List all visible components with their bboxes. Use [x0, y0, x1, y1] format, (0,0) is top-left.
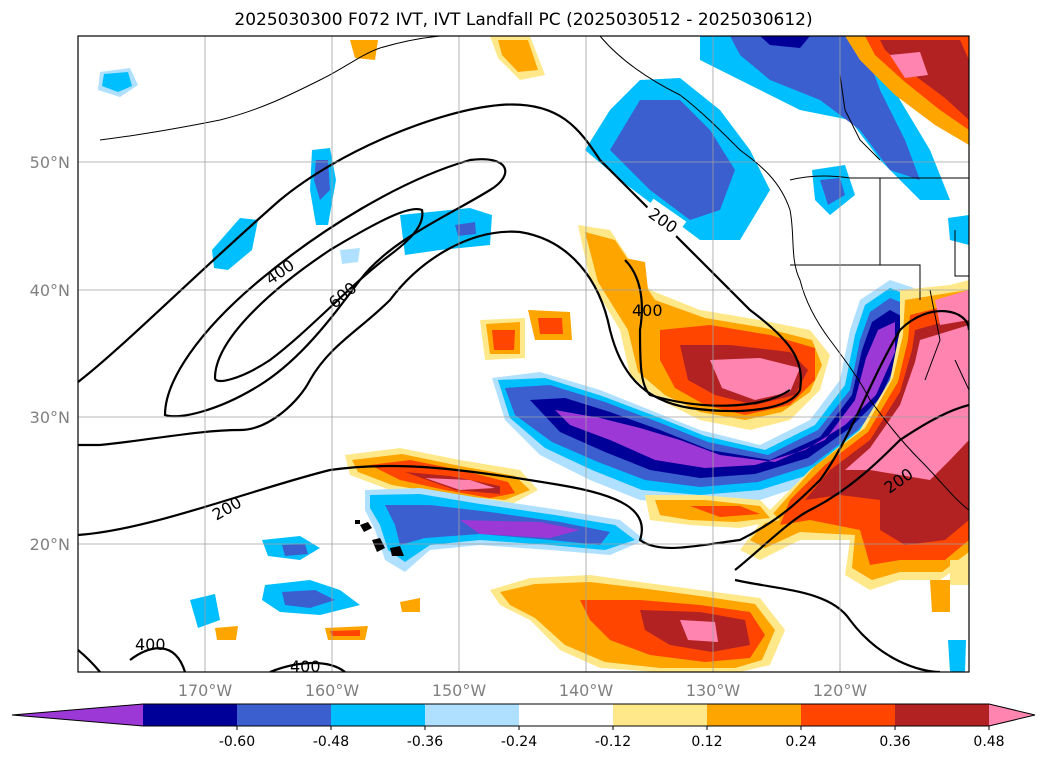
ivt-positive-northeast [845, 36, 969, 145]
lat-label: 50°N [30, 153, 70, 172]
ivt-positive-coast [740, 280, 969, 590]
lat-label: 20°N [30, 535, 70, 554]
map-title: 2025030300 F072 IVT, IVT Landfall PC (20… [234, 10, 813, 30]
lat-label: 30°N [30, 408, 70, 427]
colorbar-extend-low [12, 704, 143, 726]
colorbar-tick-label: 0.12 [691, 734, 722, 750]
colorbar-tick-label: -0.24 [501, 734, 537, 750]
colorbar-tick-label: -0.36 [407, 734, 443, 750]
lat-label: 40°N [30, 281, 70, 300]
contour-label: 400 [135, 635, 166, 654]
lon-axis: 170°W 160°W 150°W 140°W 130°W 120°W [178, 681, 868, 700]
colorbar-tick-label: 0.48 [973, 734, 1004, 750]
colorbar-segment [237, 704, 332, 726]
ivt-positive-central [480, 225, 830, 430]
lon-label: 150°W [432, 681, 487, 700]
hawaii-islands [355, 520, 404, 556]
colorbar-tick-label: -0.48 [313, 734, 349, 750]
contour-label: 400 [290, 657, 321, 676]
lon-label: 170°W [178, 681, 233, 700]
colorbar-extend-high [989, 704, 1035, 726]
ivt-patches-west [98, 36, 545, 270]
colorbar-segment [801, 704, 896, 726]
colorbar-segment [331, 704, 426, 726]
ivt-negative-band [492, 280, 925, 505]
colorbar-segment [425, 704, 520, 726]
colorbar-tick-label: 0.24 [785, 734, 816, 750]
colorbar-outline [11, 703, 1036, 727]
contour-label: 400 [632, 301, 663, 320]
ivt-positive-south [400, 560, 969, 672]
ivt-subtropical-band [190, 448, 780, 640]
colorbar-segment [895, 704, 990, 726]
colorbar: -0.60 -0.48 -0.36 -0.24 -0.12 0.12 0.24 0.36 0.4… [11, 703, 1036, 750]
map-panel: 200 400 600 400 200 200 400 400 [78, 36, 969, 676]
colorbar-tick-label: 0.36 [879, 734, 910, 750]
colorbar-segment [143, 704, 238, 726]
coastlines [99, 36, 969, 511]
lon-label: 160°W [305, 681, 360, 700]
lon-label: 130°W [686, 681, 741, 700]
colorbar-segment [707, 704, 802, 726]
colorbar-segment [519, 704, 614, 726]
lon-label: 120°W [813, 681, 868, 700]
colorbar-segment [613, 704, 708, 726]
gridlines [78, 36, 969, 672]
ivt-contours [78, 103, 969, 672]
colorbar-tick-label: -0.12 [595, 734, 631, 750]
lat-axis: 50°N 40°N 30°N 20°N [30, 153, 70, 554]
lon-label: 140°W [559, 681, 614, 700]
colorbar-tick-label: -0.60 [219, 734, 255, 750]
map-frame [77, 35, 970, 673]
